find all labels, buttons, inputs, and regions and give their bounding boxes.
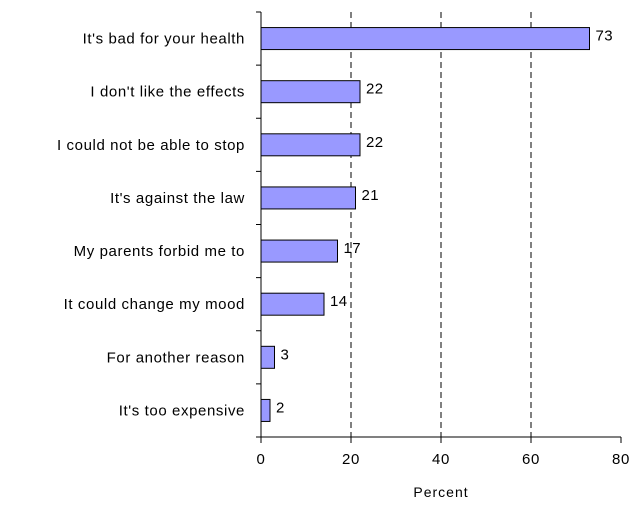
value-label-5: 17 — [344, 240, 362, 257]
value-label-1: 73 — [596, 28, 614, 45]
category-label-8: It's too expensive — [119, 402, 245, 419]
category-label-6: It could change my mood — [64, 296, 245, 313]
x-axis-title: Percent — [413, 484, 468, 500]
bar-1 — [260, 27, 590, 51]
x-tick-label-40: 40 — [432, 451, 450, 468]
value-label-4: 21 — [362, 187, 380, 204]
value-labels: 73 22 22 21 17 14 3 2 — [276, 28, 613, 417]
category-label-3: I could not be able to stop — [57, 137, 245, 154]
value-label-8: 2 — [276, 399, 285, 416]
x-tick-labels: 0 20 40 60 80 — [257, 451, 630, 468]
value-label-6: 14 — [330, 293, 348, 310]
bar-2 — [260, 80, 361, 104]
bar-5 — [260, 239, 338, 263]
category-label-4: It's against the law — [110, 190, 245, 207]
bar-6 — [260, 292, 325, 316]
category-label-7: For another reason — [107, 349, 245, 366]
category-label-5: My parents forbid me to — [74, 243, 245, 260]
bar-8 — [260, 398, 271, 422]
x-tick-label-0: 0 — [257, 451, 266, 468]
value-label-3: 22 — [366, 134, 384, 151]
axes — [256, 11, 622, 443]
x-tick-label-20: 20 — [342, 451, 360, 468]
category-label-1: It's bad for your health — [83, 31, 245, 48]
gridlines — [350, 12, 532, 437]
x-tick-label-80: 80 — [612, 451, 630, 468]
value-label-7: 3 — [281, 346, 290, 363]
category-label-2: I don't like the effects — [90, 84, 245, 101]
x-tick-label-60: 60 — [522, 451, 540, 468]
category-labels: It's bad for your health I don't like the… — [57, 31, 245, 420]
value-label-2: 22 — [366, 81, 384, 98]
bar-7 — [260, 345, 275, 369]
bars — [260, 27, 590, 422]
bar-3 — [260, 133, 361, 157]
bar-4 — [260, 186, 356, 210]
